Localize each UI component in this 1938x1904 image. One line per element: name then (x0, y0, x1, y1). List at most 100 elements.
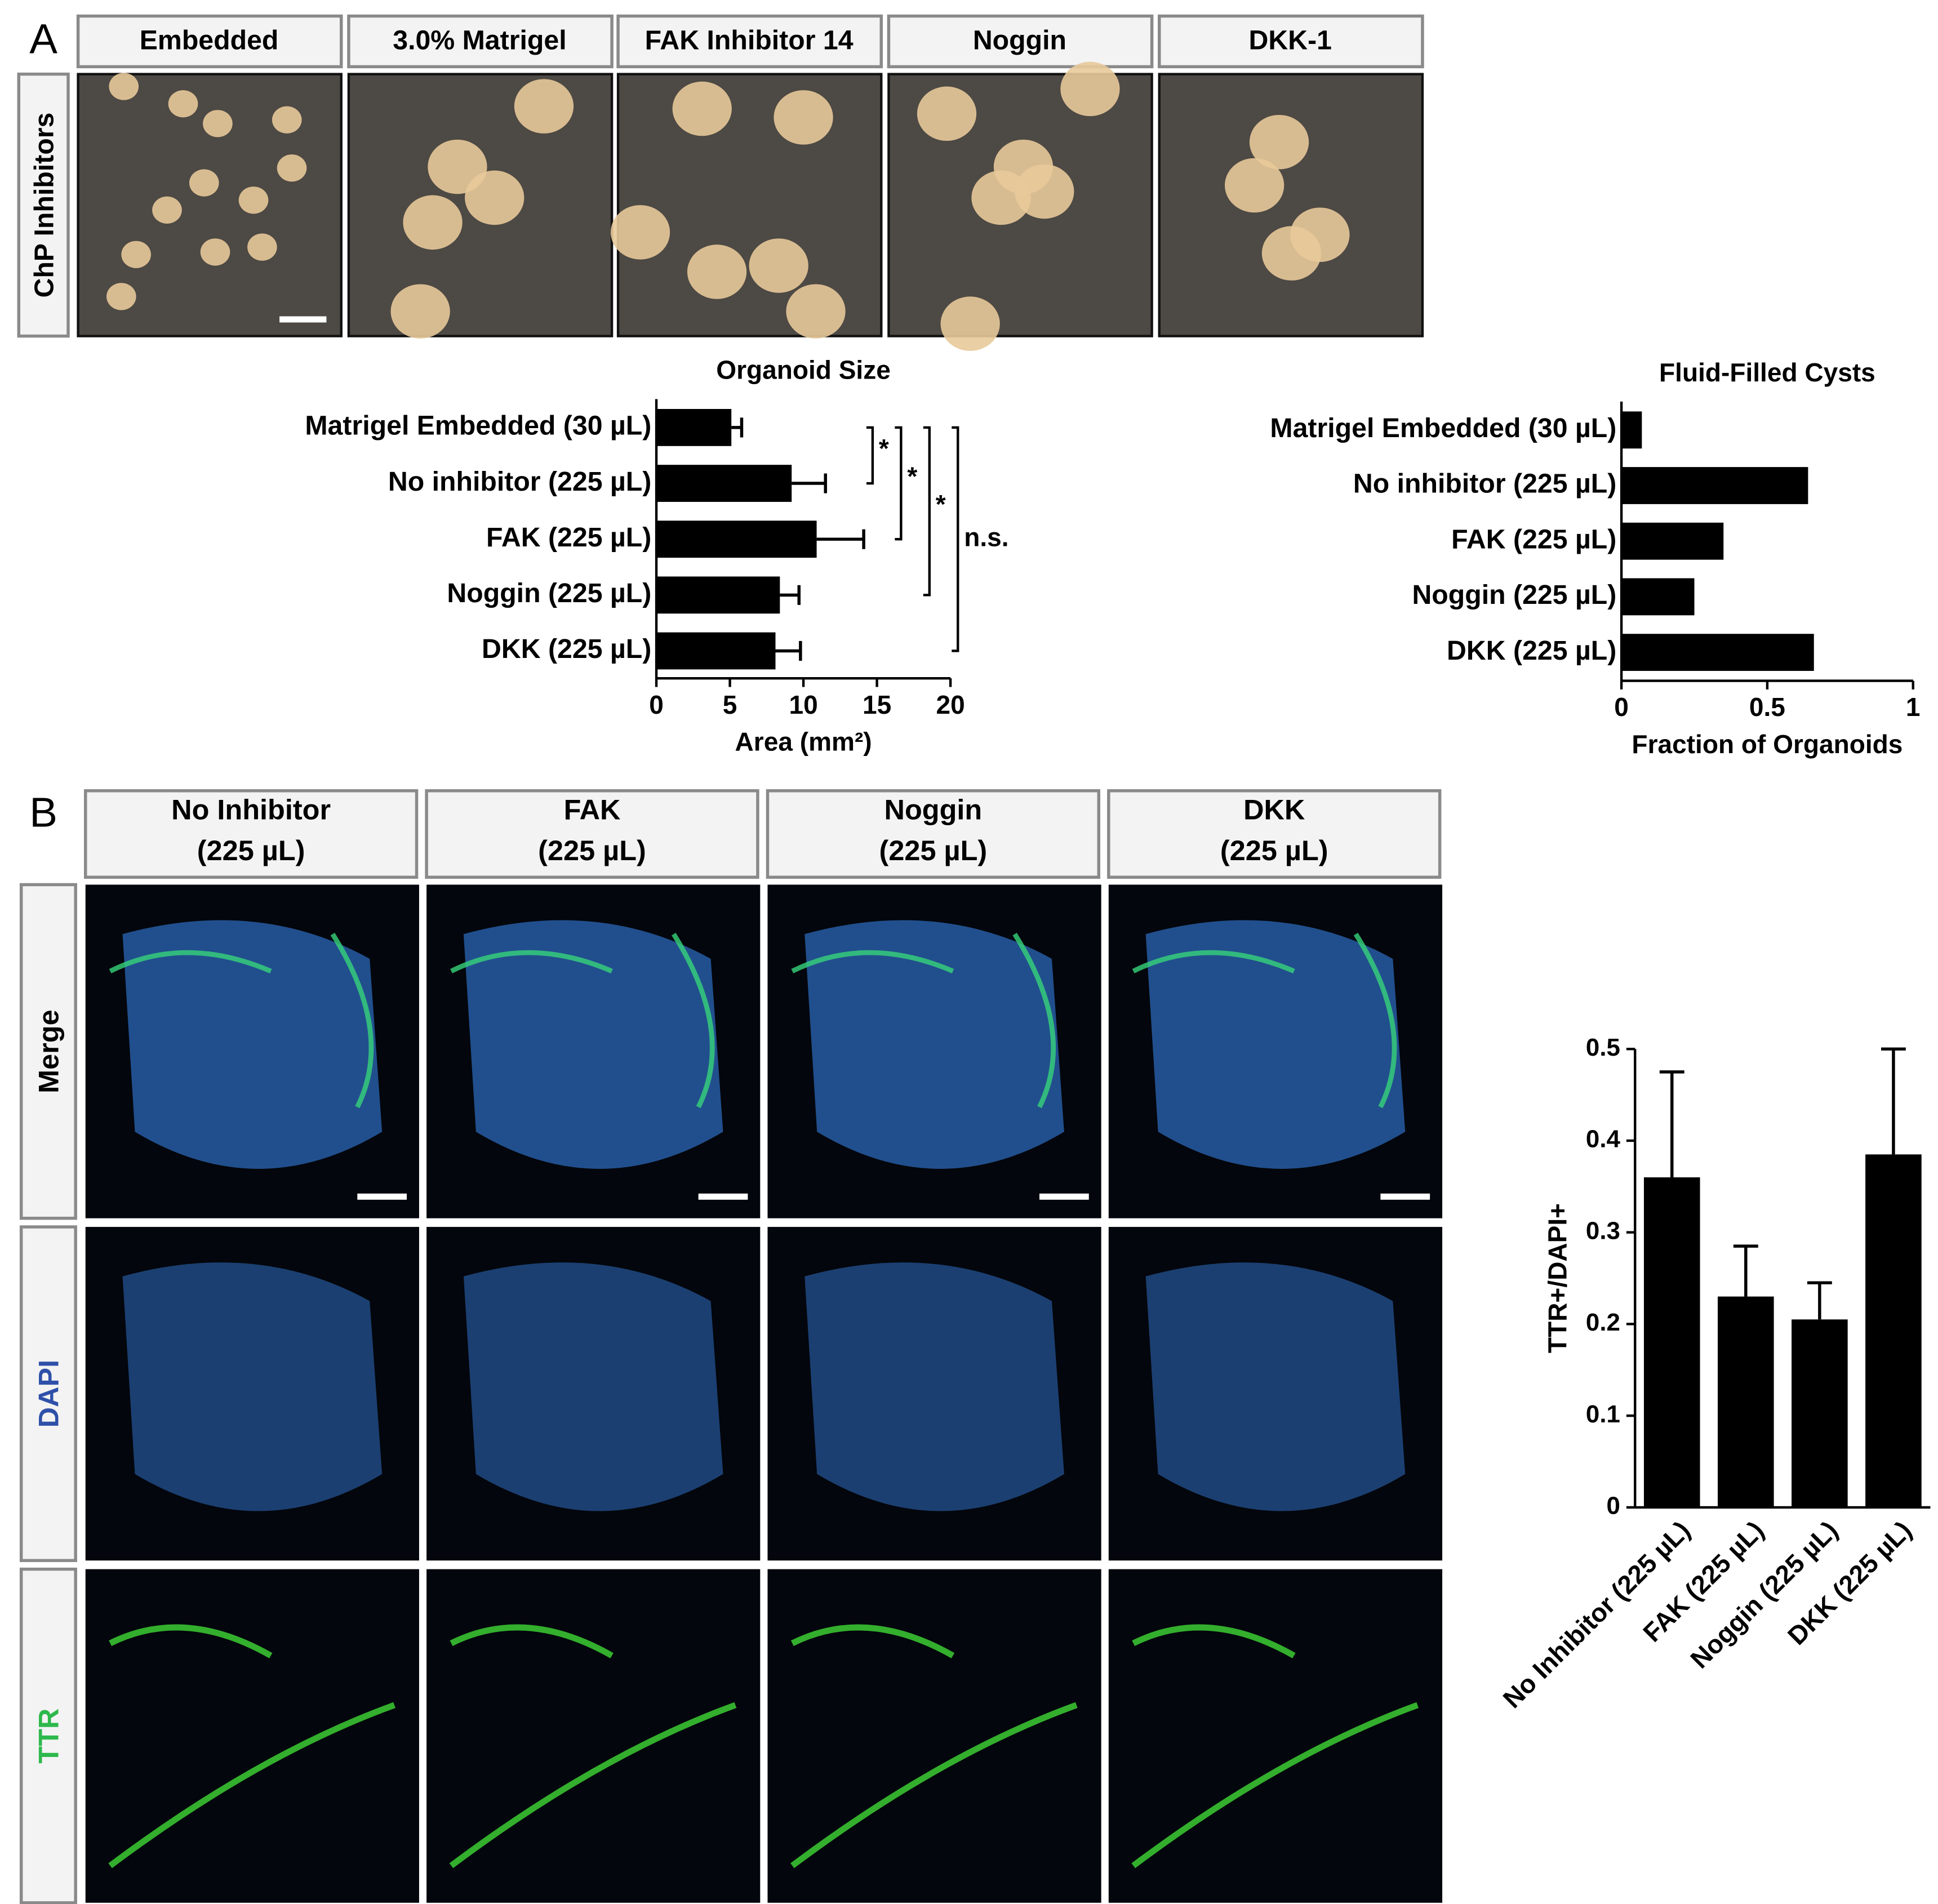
organoid (168, 90, 198, 118)
y-tick-label: 0.4 (1586, 1126, 1621, 1153)
y-tick-label: 0.1 (1586, 1400, 1620, 1428)
organoid (152, 196, 182, 224)
organoid (1060, 61, 1120, 117)
organoid (940, 296, 1000, 351)
error-bar (1733, 1244, 1758, 1297)
x-axis-label: Area (mm²) (735, 727, 872, 757)
organoid (610, 205, 670, 260)
micrograph (616, 73, 883, 337)
x-tick-label: 0 (1614, 692, 1629, 722)
significance-bracket (952, 426, 959, 652)
scale-bar (279, 316, 327, 323)
column-header: (225 µL) (197, 834, 305, 866)
tissue (804, 1262, 1064, 1511)
column-header-box (766, 789, 1101, 879)
organoid (687, 244, 747, 299)
x-tick-label: 1 (1906, 692, 1921, 722)
y-tick-label: 0.2 (1586, 1309, 1620, 1336)
significance-bracket (923, 426, 931, 597)
organoid (200, 238, 230, 266)
ttr-signal (791, 932, 1056, 1109)
bar (656, 632, 776, 670)
column-header: FAK (564, 793, 621, 825)
scale-bar (357, 1193, 407, 1200)
x-axis-label: Fraction of Organoids (1632, 729, 1903, 759)
column-header-box (83, 789, 419, 879)
error-bar (816, 529, 865, 549)
ttr-signal (450, 932, 715, 1109)
organoid (917, 86, 977, 141)
y-tick-label: FAK (225 µL) (1451, 524, 1616, 554)
column-header-box (616, 14, 883, 69)
y-tick-label: FAK (225 µL) (486, 522, 651, 553)
ttr-signal (108, 1624, 395, 1869)
organoid (238, 186, 269, 214)
micrograph (85, 1569, 419, 1903)
column-header: (225 µL) (538, 834, 646, 866)
column-header: (225 µL) (1220, 834, 1328, 866)
tissue (463, 920, 723, 1169)
significance-label: * (936, 490, 946, 519)
ttr-signal (1131, 1624, 1419, 1869)
organoid (109, 73, 139, 100)
significance-label: * (907, 461, 917, 491)
column-header: Noggin (884, 793, 983, 825)
micrograph (1108, 1569, 1443, 1903)
bar (656, 409, 732, 446)
bar (656, 465, 792, 502)
organoid (1290, 207, 1350, 262)
y-axis-label: TTR+/DAPI+ (1543, 1203, 1572, 1353)
x-tick-label: 10 (789, 690, 817, 719)
bar (656, 576, 780, 614)
organoid (465, 170, 524, 225)
x-tick-label: 15 (863, 690, 891, 719)
ttr-signal (109, 932, 374, 1109)
row-label: ChP Inhibitors (29, 113, 59, 298)
chart-title: Organoid Size (716, 355, 891, 384)
y-tick-label: DKK (225 µL) (482, 634, 651, 664)
panel-label: A (29, 15, 57, 62)
y-tick-label: No inhibitor (225 µL) (1353, 469, 1616, 499)
bar (1621, 467, 1808, 504)
y-tick-label: Noggin (225 µL) (447, 578, 651, 608)
bar (1718, 1296, 1774, 1507)
organoid (749, 238, 808, 293)
tissue (1145, 1262, 1406, 1511)
scale-bar (1380, 1193, 1430, 1200)
bar (1865, 1154, 1922, 1507)
scale-bar (698, 1193, 748, 1200)
row-label: DAPI (33, 1360, 65, 1428)
significance-label: n.s. (964, 522, 1008, 551)
organoid (272, 106, 302, 134)
micrograph (767, 1569, 1101, 1903)
y-tick-label: Noggin (225 µL) (1412, 580, 1616, 610)
x-tick-label: 5 (723, 690, 737, 719)
column-header: 3.0% Matrigel (393, 25, 566, 55)
scale-bar (1039, 1193, 1089, 1200)
error-bar (1659, 1070, 1684, 1178)
organoid (189, 169, 219, 197)
column-header-box (887, 14, 1154, 69)
organoid (672, 81, 732, 136)
y-tick-label: 0.5 (1586, 1034, 1620, 1061)
x-tick-label: 0.5 (1749, 692, 1785, 722)
column-header: (225 µL) (879, 834, 988, 866)
tissue (122, 1262, 383, 1511)
column-header: Noggin (973, 25, 1066, 55)
significance-bracket (895, 426, 903, 541)
column-header-box (347, 14, 614, 69)
panel-label: B (29, 788, 57, 835)
error-bar (1881, 1047, 1906, 1155)
tissue (804, 920, 1064, 1169)
organoid (514, 79, 574, 134)
bar (656, 521, 817, 558)
error-bar (792, 473, 827, 493)
organoid (1249, 114, 1309, 170)
tissue (1145, 920, 1406, 1169)
bar (1792, 1319, 1848, 1507)
row-label: TTR (33, 1709, 65, 1764)
y-tick-label: 0 (1607, 1492, 1620, 1520)
column-header-box (425, 789, 759, 879)
organoid (390, 284, 450, 339)
